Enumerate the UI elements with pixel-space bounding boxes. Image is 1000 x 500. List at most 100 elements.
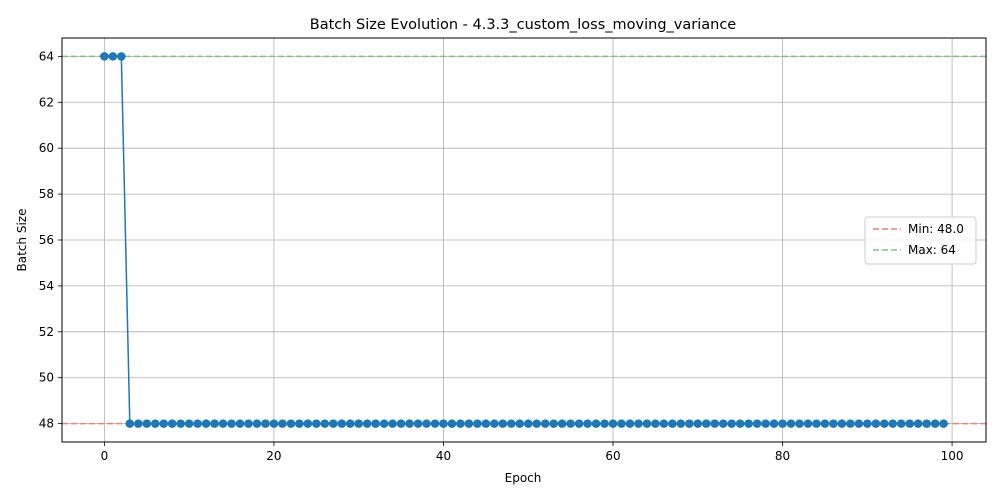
y-tick-label: 48 xyxy=(39,417,54,431)
data-point xyxy=(261,419,270,428)
data-point xyxy=(693,419,703,428)
data-point xyxy=(184,419,194,428)
data-point xyxy=(133,419,143,428)
data-point xyxy=(252,419,262,428)
data-point xyxy=(846,419,855,428)
data-point xyxy=(396,419,406,428)
data-point xyxy=(591,419,601,428)
chart-title: Batch Size Evolution - 4.3.3_custom_loss… xyxy=(310,17,737,33)
data-point xyxy=(913,419,923,428)
data-point xyxy=(328,419,338,428)
data-point xyxy=(218,419,228,428)
data-point xyxy=(405,419,414,428)
data-point xyxy=(608,419,618,428)
data-point xyxy=(659,419,669,428)
data-point xyxy=(481,419,491,428)
data-point xyxy=(922,419,931,428)
data-point xyxy=(388,419,397,428)
y-tick-label: 54 xyxy=(39,279,54,293)
legend-label: Max: 64 xyxy=(908,243,956,257)
data-point xyxy=(668,419,677,428)
data-point xyxy=(532,419,542,428)
data-point xyxy=(642,419,652,428)
series xyxy=(100,52,948,428)
data-point xyxy=(574,419,584,428)
x-tick-label: 0 xyxy=(101,449,109,463)
data-point xyxy=(159,419,169,428)
x-tick-label: 40 xyxy=(436,449,451,463)
data-point xyxy=(710,419,720,428)
data-point xyxy=(786,419,796,428)
data-point xyxy=(812,419,821,428)
data-point xyxy=(583,419,592,428)
data-point xyxy=(227,419,236,428)
data-point xyxy=(888,419,898,428)
data-point xyxy=(566,419,575,428)
data-point xyxy=(278,419,287,428)
data-point xyxy=(362,419,372,428)
y-axis-label: Batch Size xyxy=(15,209,29,272)
data-point xyxy=(108,52,118,61)
data-point xyxy=(617,419,626,428)
data-point xyxy=(718,419,728,428)
data-point xyxy=(244,419,253,428)
data-point xyxy=(413,419,423,428)
data-point xyxy=(210,419,219,428)
data-point xyxy=(820,419,830,428)
data-point xyxy=(676,419,686,428)
data-point xyxy=(167,419,177,428)
data-point xyxy=(523,419,533,428)
data-point xyxy=(447,419,457,428)
y-axis-ticks: 48 50 52 54 56 58 60 62 64 xyxy=(39,49,62,431)
data-point xyxy=(379,419,389,428)
data-point xyxy=(744,419,753,428)
data-point xyxy=(854,419,864,428)
y-tick-label: 60 xyxy=(39,141,54,155)
data-point xyxy=(829,419,838,428)
data-point xyxy=(685,419,694,428)
data-point xyxy=(422,419,431,428)
data-point xyxy=(337,419,347,428)
data-point xyxy=(125,419,135,428)
data-point xyxy=(939,419,948,428)
data-point xyxy=(371,419,380,428)
data-point xyxy=(634,419,643,428)
x-axis-ticks: 0 20 40 60 80 100 xyxy=(101,442,964,463)
data-point xyxy=(464,419,474,428)
x-tick-label: 100 xyxy=(941,449,964,463)
x-tick-label: 60 xyxy=(605,449,620,463)
data-point xyxy=(837,419,847,428)
x-axis-label: Epoch xyxy=(505,471,542,485)
data-point xyxy=(473,419,482,428)
legend-label: Min: 48.0 xyxy=(908,222,964,236)
x-tick-label: 80 xyxy=(775,449,790,463)
data-point xyxy=(193,419,202,428)
data-point xyxy=(557,419,567,428)
data-point xyxy=(439,419,448,428)
data-point xyxy=(769,419,779,428)
y-tick-label: 52 xyxy=(39,325,54,339)
y-tick-label: 58 xyxy=(39,187,54,201)
data-point xyxy=(795,419,804,428)
data-point xyxy=(727,419,736,428)
data-point xyxy=(235,419,245,428)
legend: Min: 48.0 Max: 64 xyxy=(864,216,977,265)
data-point xyxy=(354,419,363,428)
data-point xyxy=(117,52,126,61)
data-point xyxy=(100,52,109,61)
data-point xyxy=(930,419,940,428)
data-point xyxy=(201,419,211,428)
data-point xyxy=(506,419,516,428)
data-point xyxy=(651,419,660,428)
data-point xyxy=(456,419,465,428)
data-point xyxy=(863,419,872,428)
x-tick-label: 20 xyxy=(266,449,281,463)
data-point xyxy=(625,419,635,428)
data-point xyxy=(549,419,558,428)
data-point xyxy=(490,419,499,428)
data-point xyxy=(295,419,304,428)
data-point xyxy=(752,419,762,428)
grid xyxy=(62,38,986,442)
data-point xyxy=(286,419,296,428)
